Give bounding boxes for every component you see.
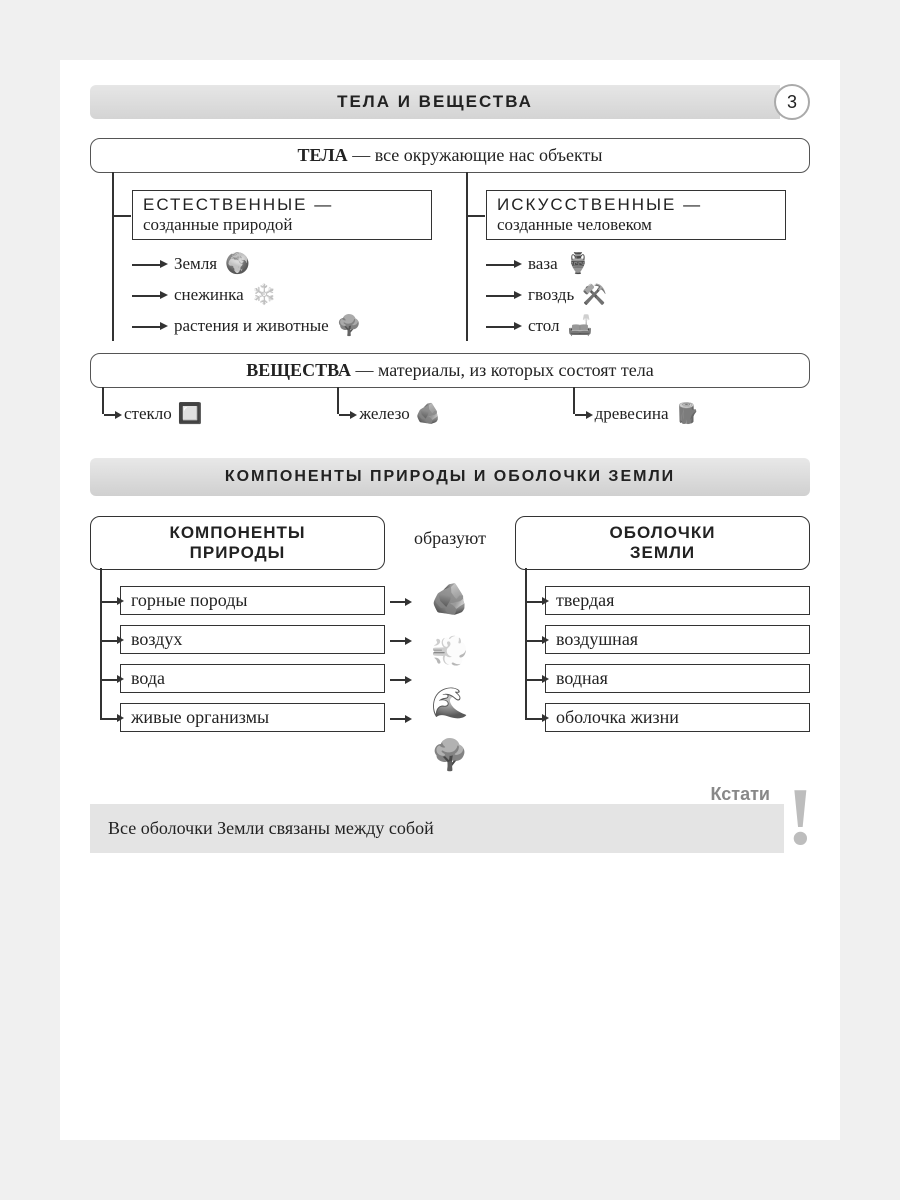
- air-icon: 💨: [431, 632, 468, 670]
- branch-artificial-sub: созданные человеком: [497, 215, 652, 234]
- note-label: Кстати: [711, 784, 770, 805]
- tela-branches: ЕСТЕСТВЕННЫЕ — созданные природой Земля 🌍…: [90, 172, 810, 341]
- snowflake-icon: ❄️: [252, 282, 277, 307]
- list-item: Земля 🌍: [150, 248, 432, 279]
- branch-natural-items: Земля 🌍 снежинка ❄️ растения и животные 🌳: [150, 248, 432, 341]
- iron-icon: 🪨: [416, 401, 441, 426]
- list-item: стол 🛋️: [504, 310, 786, 341]
- branch-natural: ЕСТЕСТВЕННЫЕ — созданные природой Земля 🌍…: [114, 172, 432, 341]
- row-box: твердая: [545, 586, 810, 615]
- note-block: Кстати ! Все оболочки Земли связаны межд…: [90, 804, 810, 853]
- row-box: водная: [545, 664, 810, 693]
- subst-cell: древесина 🪵: [573, 387, 798, 432]
- row-box: горные породы: [120, 586, 385, 615]
- rocks-icon: 🪨: [431, 580, 468, 618]
- substances-definition: ВЕЩЕСТВА — материалы, из которых состоят…: [90, 353, 810, 388]
- row-label: воздух: [131, 629, 182, 649]
- page-number: 3: [774, 84, 810, 120]
- list-item: снежинка ❄️: [150, 279, 432, 310]
- section-title-1: ТЕЛА И ВЕЩЕСТВА: [90, 85, 780, 119]
- subst-cell: железо 🪨: [337, 387, 562, 432]
- water-icon: 🌊: [431, 684, 468, 722]
- right-rows: твердая воздушная водная оболочка жизни: [515, 570, 810, 742]
- item-label: гвоздь: [528, 285, 574, 305]
- row-label: воздушная: [556, 629, 638, 649]
- row-box: воздушная: [545, 625, 810, 654]
- row-box: оболочка жизни: [545, 703, 810, 732]
- branch-artificial: ИСКУССТВЕННЫЕ — созданные человеком ваза…: [468, 172, 786, 341]
- header: ТЕЛА И ВЕЩЕСТВА 3: [90, 84, 810, 120]
- row-label: водная: [556, 668, 608, 688]
- vase-icon: 🏺: [566, 251, 591, 276]
- item-label: Земля: [174, 254, 217, 274]
- branch-artificial-items: ваза 🏺 гвоздь ⚒️ стол 🛋️: [504, 248, 786, 341]
- subst-label: стекло: [124, 404, 172, 424]
- row-box: вода: [120, 664, 385, 693]
- row-box: воздух: [120, 625, 385, 654]
- col-left-head: КОМПОНЕНТЫПРИРОДЫ: [90, 516, 385, 570]
- table-icon: 🛋️: [568, 313, 593, 338]
- nail-icon: ⚒️: [582, 282, 607, 307]
- subst-label: железо: [359, 404, 409, 424]
- row-label: горные породы: [131, 590, 248, 610]
- row-label: оболочка жизни: [556, 707, 679, 727]
- list-item: гвоздь ⚒️: [504, 279, 786, 310]
- branch-natural-head: ЕСТЕСТВЕННЫЕ — созданные природой: [132, 190, 432, 240]
- list-item: растения и животные 🌳: [150, 310, 432, 341]
- mid-word: образуют: [395, 516, 505, 549]
- tela-definition: ТЕЛА — все окружающие нас объекты: [90, 138, 810, 173]
- wood-icon: 🪵: [675, 401, 700, 426]
- subst-rest: — материалы, из которых состоят тела: [351, 360, 654, 380]
- item-label: растения и животные: [174, 316, 329, 336]
- components-grid: КОМПОНЕНТЫПРИРОДЫ образуют ОБОЛОЧКИЗЕМЛИ…: [90, 516, 810, 774]
- branch-natural-title: ЕСТЕСТВЕННЫЕ —: [143, 195, 333, 214]
- item-label: ваза: [528, 254, 558, 274]
- tela-rest: — все окружающие нас объекты: [348, 145, 603, 165]
- section-title-2: КОМПОНЕНТЫ ПРИРОДЫ И ОБОЛОЧКИ ЗЕМЛИ: [90, 458, 810, 496]
- substances-row: стекло 🔲 железо 🪨 древесина 🪵: [90, 387, 810, 432]
- row-label: твердая: [556, 590, 614, 610]
- page: ТЕЛА И ВЕЩЕСТВА 3 ТЕЛА — все окружающие …: [60, 60, 840, 1140]
- substances-block: ВЕЩЕСТВА — материалы, из которых состоят…: [90, 353, 810, 432]
- branch-artificial-head: ИСКУССТВЕННЫЕ — созданные человеком: [486, 190, 786, 240]
- life-icon: 🌳: [431, 736, 468, 774]
- row-box: живые организмы: [120, 703, 385, 732]
- tela-bold: ТЕЛА: [298, 145, 348, 165]
- branch-artificial-title: ИСКУССТВЕННЫЕ —: [497, 195, 702, 214]
- row-label: живые организмы: [131, 707, 269, 727]
- subst-cell: стекло 🔲: [102, 387, 327, 432]
- left-rows: горные породы воздух вода живые организм…: [90, 570, 385, 742]
- row-label: вода: [131, 668, 165, 688]
- item-label: стол: [528, 316, 560, 336]
- exclamation-icon: !: [787, 776, 814, 858]
- branch-natural-sub: созданные природой: [143, 215, 293, 234]
- note-text: Все оболочки Земли связаны между собой: [90, 804, 784, 853]
- subst-bold: ВЕЩЕСТВА: [246, 360, 351, 380]
- item-label: снежинка: [174, 285, 244, 305]
- subst-label: древесина: [595, 404, 669, 424]
- earth-icon: 🌍: [225, 251, 250, 276]
- tree-icon: 🌳: [337, 313, 362, 338]
- glass-icon: 🔲: [178, 401, 203, 426]
- col-right-head: ОБОЛОЧКИЗЕМЛИ: [515, 516, 810, 570]
- list-item: ваза 🏺: [504, 248, 786, 279]
